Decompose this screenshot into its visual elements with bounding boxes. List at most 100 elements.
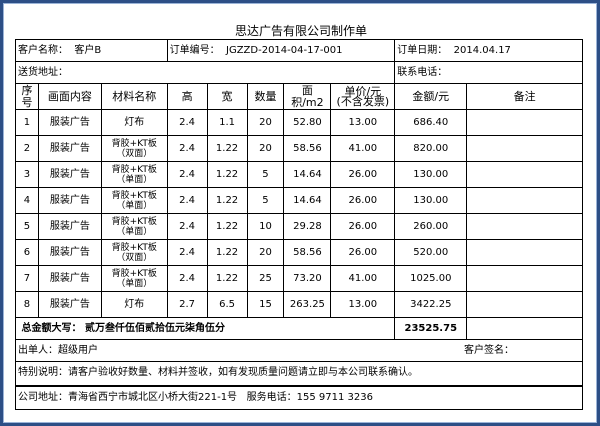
table-cell: 2.4	[166, 161, 208, 188]
table-cell	[466, 291, 583, 318]
table-cell: 260.00	[394, 213, 468, 240]
column-header: 宽	[206, 83, 248, 110]
table-row: 2 服装广告 背胶+KT板（双面） 2.4 1.22 20 58.56 41.00 820.00	[15, 135, 583, 162]
table-cell: 1.1	[206, 109, 248, 136]
table-cell: 服装广告	[37, 135, 102, 162]
column-header: 画面内容	[37, 83, 102, 110]
table-cell: 29.28	[283, 213, 332, 240]
table-cell: 背胶+KT板（双面）	[100, 239, 168, 266]
table-cell: 背胶+KT板（单面）	[100, 265, 168, 292]
table-cell: 686.40	[394, 109, 468, 136]
table-cell: 1.22	[206, 187, 248, 214]
table-cell: 10	[246, 213, 285, 240]
table-cell: 20	[246, 135, 285, 162]
table-cell: 130.00	[394, 161, 468, 188]
table-cell: 灯布	[100, 291, 168, 318]
table-cell: 服装广告	[37, 265, 102, 292]
table-row: 8 服装广告 灯布 2.7 6.5 15 263.25 13.00 3422.25	[15, 291, 583, 318]
table-cell: 5	[15, 213, 39, 240]
delivery-address: 送货地址：	[14, 61, 396, 84]
table-row: 7 服装广告 背胶+KT板（单面） 2.4 1.22 25 73.20 41.00 1025.0…	[15, 265, 583, 292]
contact-phone: 联系电话：	[394, 61, 583, 84]
table-cell: 8	[15, 291, 39, 318]
table-cell: 2.4	[166, 239, 208, 266]
order-date: 订单日期： 2014.04.17	[394, 39, 583, 62]
table-cell: 14.64	[283, 161, 332, 188]
table-cell: 1.22	[206, 135, 248, 162]
total-remark	[466, 317, 583, 340]
table-cell	[466, 109, 583, 136]
table-cell: 2.4	[166, 109, 208, 136]
table-row: 6 服装广告 背胶+KT板（双面） 2.4 1.22 20 58.56 26.00 520.00	[15, 239, 583, 266]
table-cell: 6	[15, 239, 39, 266]
table-cell: 背胶+KT板（单面）	[100, 187, 168, 214]
table-cell: 1.22	[206, 213, 248, 240]
table-cell: 服装广告	[37, 213, 102, 240]
total-in-words: 总金额大写： 贰万叁仟伍佰贰拾伍元柒角伍分	[14, 317, 396, 340]
order-form: 思达广告有限公司制作单 客户名称： 客户B 订单编号： JGZZD-2014-0…	[3, 3, 597, 423]
table-cell: 13.00	[330, 291, 396, 318]
table-cell: 26.00	[330, 161, 396, 188]
table-cell: 58.56	[283, 239, 332, 266]
table-row: 3 服装广告 背胶+KT板（单面） 2.4 1.22 5 14.64 26.00 130.00	[15, 161, 583, 188]
table-cell: 7	[15, 265, 39, 292]
table-cell: 2.4	[166, 135, 208, 162]
table-cell: 520.00	[394, 239, 468, 266]
table-cell: 1.22	[206, 239, 248, 266]
table-cell: 130.00	[394, 187, 468, 214]
table-cell	[466, 239, 583, 266]
column-header: 高	[166, 83, 208, 110]
table-cell: 4	[15, 187, 39, 214]
table-cell: 73.20	[283, 265, 332, 292]
column-header: 备注	[466, 83, 583, 110]
table-cell: 14.64	[283, 187, 332, 214]
table-cell: 41.00	[330, 135, 396, 162]
column-header: 材料名称	[100, 83, 168, 110]
table-cell: 26.00	[330, 239, 396, 266]
table-cell: 263.25	[283, 291, 332, 318]
table-cell: 20	[246, 239, 285, 266]
issuer-row: 出单人：超级用户 客户签名：	[15, 339, 583, 362]
table-cell: 1025.00	[394, 265, 468, 292]
table-cell: 服装广告	[37, 291, 102, 318]
table-cell: 3	[15, 161, 39, 188]
column-header: 金额/元	[394, 83, 468, 110]
total-amount: 23525.75	[394, 317, 468, 340]
table-cell: 2.4	[166, 213, 208, 240]
table-cell: 5	[246, 161, 285, 188]
table-row: 1 服装广告 灯布 2.4 1.1 20 52.80 13.00 686.40	[15, 109, 583, 136]
table-row: 4 服装广告 背胶+KT板（单面） 2.4 1.22 5 14.64 26.00 130.00	[15, 187, 583, 214]
column-header: 序号	[15, 83, 39, 110]
company-address: 公司地址：青海省西宁市城北区小桥大街221-1号 服务电话：155 9711 3…	[15, 384, 583, 410]
table-cell: 2.4	[166, 187, 208, 214]
table-cell: 3422.25	[394, 291, 468, 318]
column-header: 面积/m2	[283, 83, 332, 110]
column-header: 数量	[246, 83, 285, 110]
table-cell: 服装广告	[37, 239, 102, 266]
table-cell	[466, 135, 583, 162]
table-cell: 背胶+KT板（单面）	[100, 213, 168, 240]
table-cell: 服装广告	[37, 161, 102, 188]
table-row: 5 服装广告 背胶+KT板（单面） 2.4 1.22 10 29.28 26.00 260.00	[15, 213, 583, 240]
table-cell: 1.22	[206, 265, 248, 292]
table-cell: 背胶+KT板（单面）	[100, 161, 168, 188]
table-cell: 41.00	[330, 265, 396, 292]
table-cell: 背胶+KT板（双面）	[100, 135, 168, 162]
table-cell: 52.80	[283, 109, 332, 136]
table-cell	[466, 161, 583, 188]
table-cell: 15	[246, 291, 285, 318]
table-cell: 26.00	[330, 213, 396, 240]
table-cell: 1	[15, 109, 39, 136]
table-cell: 20	[246, 109, 285, 136]
table-cell: 25	[246, 265, 285, 292]
table-cell: 820.00	[394, 135, 468, 162]
customer-name: 客户名称： 客户B	[15, 39, 168, 62]
table-cell: 2	[15, 135, 39, 162]
table-cell: 服装广告	[37, 109, 102, 136]
table-cell: 灯布	[100, 109, 168, 136]
special-note: 特别说明：请客户验收好数量、材料并签收，如有发现质量问题请立即与本公司联系确认。	[15, 361, 583, 386]
order-table: 客户名称： 客户B 订单编号： JGZZD-2014-04-17-001 订单日…	[14, 39, 583, 410]
form-title: 思达广告有限公司制作单	[234, 24, 367, 38]
table-cell	[466, 187, 583, 214]
column-header: 单价/元 (不含发票)	[330, 83, 396, 110]
